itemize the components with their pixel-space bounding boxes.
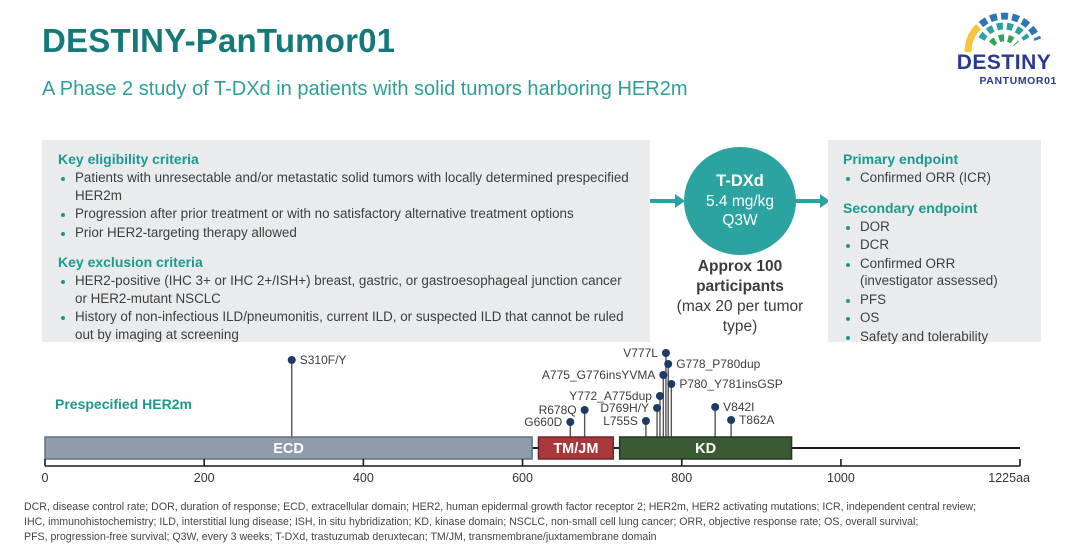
domain-ecd <box>44 436 533 460</box>
bullet-list: Patients with unresectable and/or metast… <box>58 169 634 241</box>
mutation-label: S310F/Y <box>300 353 347 367</box>
mutation-dot <box>727 416 736 424</box>
flow-arrow-right-icon <box>795 194 830 208</box>
bullet-item: Safety and tolerability <box>860 328 1026 346</box>
bullet-item: Prior HER2-targeting therapy allowed <box>75 224 634 242</box>
mutation-label: V842I <box>723 400 754 414</box>
mutation-dot <box>566 418 575 426</box>
bullet-list: DORDCRConfirmed ORR (investigator assess… <box>843 218 1026 346</box>
mutation-dot <box>664 360 673 368</box>
treatment-drug: T-DXd <box>716 172 764 191</box>
axis-tick-label: 600 <box>512 471 533 485</box>
axis-tick-label: 200 <box>194 471 215 485</box>
destiny-logo-arc-icon <box>964 12 1042 53</box>
diagram-title: Prespecified HER2m <box>55 396 192 412</box>
participants-detail: (max 20 per tumor type) <box>676 298 804 336</box>
bullet-item: Confirmed ORR (investigator assessed) <box>860 255 1026 290</box>
destiny-logo: DESTINY PANTUMOR01 <box>948 6 1060 87</box>
mutation-label: T862A <box>739 413 774 427</box>
axis-tick-label: 400 <box>353 471 374 485</box>
mutation-dot <box>655 392 664 400</box>
flow-arrow-left-icon <box>650 194 685 208</box>
mutation-label: L755S <box>603 414 638 428</box>
domain-kd <box>618 436 793 460</box>
domain-label: TM/JM <box>553 441 598 457</box>
logo-wordmark: DESTINY <box>956 51 1052 74</box>
axis-tick-label: 0 <box>42 471 49 485</box>
bullet-item: DOR <box>860 218 1026 236</box>
bullet-item: HER2-positive (IHC 3+ or IHC 2+/ISH+) br… <box>75 272 634 307</box>
axis-tick-label: 800 <box>671 471 692 485</box>
mutation-label: R678Q <box>539 403 577 417</box>
section-heading: Secondary endpoint <box>843 199 978 216</box>
footnote-line: IHC, immunohistochemistry; ILD, intersti… <box>24 516 919 529</box>
axis-tick-label: 1225aa <box>988 471 1030 485</box>
participants-count: Approx 100 participants <box>696 258 784 296</box>
bullet-item: Patients with unresectable and/or metast… <box>75 169 634 204</box>
mutation-dot <box>661 349 670 357</box>
bullet-item: DCR <box>860 236 1026 254</box>
domain-label: ECD <box>273 441 304 457</box>
axis-tick-label: 1000 <box>827 471 855 485</box>
bullet-item: History of non-infectious ILD/pneumoniti… <box>75 308 634 343</box>
participants-note: Approx 100 participants (max 20 per tumo… <box>664 257 816 338</box>
bullet-item: Confirmed ORR (ICR) <box>860 169 1026 187</box>
treatment-circle: T-DXd 5.4 mg/kg Q3W <box>684 147 796 255</box>
treatment-schedule: Q3W <box>722 212 758 230</box>
bullet-list: Confirmed ORR (ICR) <box>843 169 1026 187</box>
endpoints-box: Primary endpoint Confirmed ORR (ICR) Secon… <box>828 140 1041 344</box>
bullet-item: OS <box>860 309 1026 327</box>
mutation-dot <box>580 406 589 414</box>
mutation-dot <box>711 403 720 411</box>
mutation-label: P780_Y781insGSP <box>679 377 782 391</box>
mutation-label: G778_P780dup <box>676 357 760 371</box>
mutation-label: V777L <box>623 346 658 360</box>
logo-arc-green <box>989 34 1019 47</box>
treatment-dose: 5.4 mg/kg <box>705 192 775 210</box>
domain-label: KD <box>695 441 716 457</box>
mutation-label: Y772_A775dup <box>569 389 652 403</box>
her2m-lollipop-diagram: Prespecified HER2m ECD TM/JM KD S310F/Y G660… <box>0 338 1074 503</box>
footnotes: DCR, disease control rate; DOR, duration… <box>24 500 1066 545</box>
logo-arc-yellow <box>964 24 982 53</box>
mutation-dot <box>653 404 662 412</box>
bullet-item: PFS <box>860 291 1026 309</box>
mutation-dot <box>659 371 668 379</box>
mutation-label: D769H/Y <box>600 401 649 415</box>
mutation-label: A775_G776insYVMA <box>542 368 655 382</box>
section-heading: Primary endpoint <box>843 151 959 167</box>
domain-tmjm <box>537 436 615 460</box>
eligibility-box: Key eligibility criteria Patients with un… <box>42 140 650 342</box>
footnote-line: PFS, progression-free survival; Q3W, eve… <box>24 531 657 544</box>
mutation-label: G660D <box>524 415 562 429</box>
section-heading: Key exclusion criteria <box>58 254 203 271</box>
footnote-line: DCR, disease control rate; DOR, duration… <box>24 501 977 513</box>
section-heading: Key eligibility criteria <box>58 151 199 167</box>
mutation-dot <box>641 417 650 425</box>
page-subtitle: A Phase 2 study of T-DXd in patients wit… <box>42 78 688 100</box>
logo-subtext: PANTUMOR01 <box>979 75 1057 87</box>
bullet-list: HER2-positive (IHC 3+ or IHC 2+/ISH+) br… <box>58 272 634 343</box>
mutation-dot <box>667 380 676 388</box>
page-title: DESTINY-PanTumor01 <box>42 22 396 59</box>
logo-arc-blue <box>978 12 1042 42</box>
bullet-item: Progression after prior treatment or wit… <box>75 205 634 223</box>
mutation-dot <box>287 356 296 364</box>
